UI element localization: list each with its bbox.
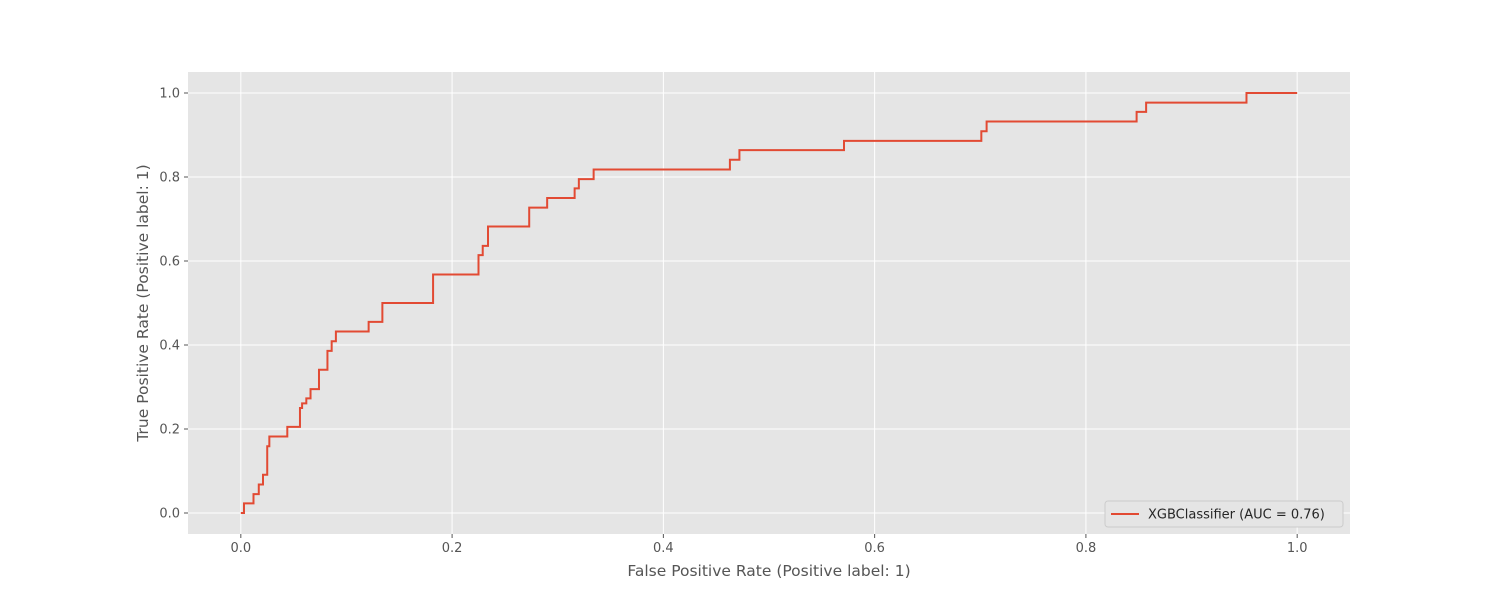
x-tick-label: 0.6 xyxy=(864,541,885,556)
y-tick-label: 1.0 xyxy=(159,87,180,102)
x-tick-label: 0.8 xyxy=(1076,541,1097,556)
x-tick-label: 1.0 xyxy=(1287,541,1308,556)
legend-label: XGBClassifier (AUC = 0.76) xyxy=(1148,508,1325,523)
grid-lines xyxy=(188,72,1350,534)
x-axis-ticks: 0.0 0.2 0.4 0.6 0.8 1.0 xyxy=(230,534,1308,556)
y-tick-label: 0.4 xyxy=(159,339,180,354)
x-tick-label: 0.0 xyxy=(230,541,251,556)
y-axis-ticks: 0.0 0.2 0.4 0.6 0.8 1.0 xyxy=(159,87,188,522)
y-axis-label: True Positive Rate (Positive label: 1) xyxy=(134,164,152,442)
legend: XGBClassifier (AUC = 0.76) xyxy=(1104,500,1344,528)
x-tick-label: 0.2 xyxy=(442,541,463,556)
x-axis-label: False Positive Rate (Positive label: 1) xyxy=(627,562,910,580)
plot-area xyxy=(188,72,1350,534)
y-tick-label: 0.0 xyxy=(159,507,180,522)
y-tick-label: 0.6 xyxy=(159,255,180,270)
roc-curve xyxy=(240,92,1298,514)
x-tick-label: 0.4 xyxy=(653,541,674,556)
y-tick-label: 0.2 xyxy=(159,423,180,438)
y-tick-label: 0.8 xyxy=(159,171,180,186)
series-layer xyxy=(240,92,1298,514)
legend-box xyxy=(1104,500,1344,528)
